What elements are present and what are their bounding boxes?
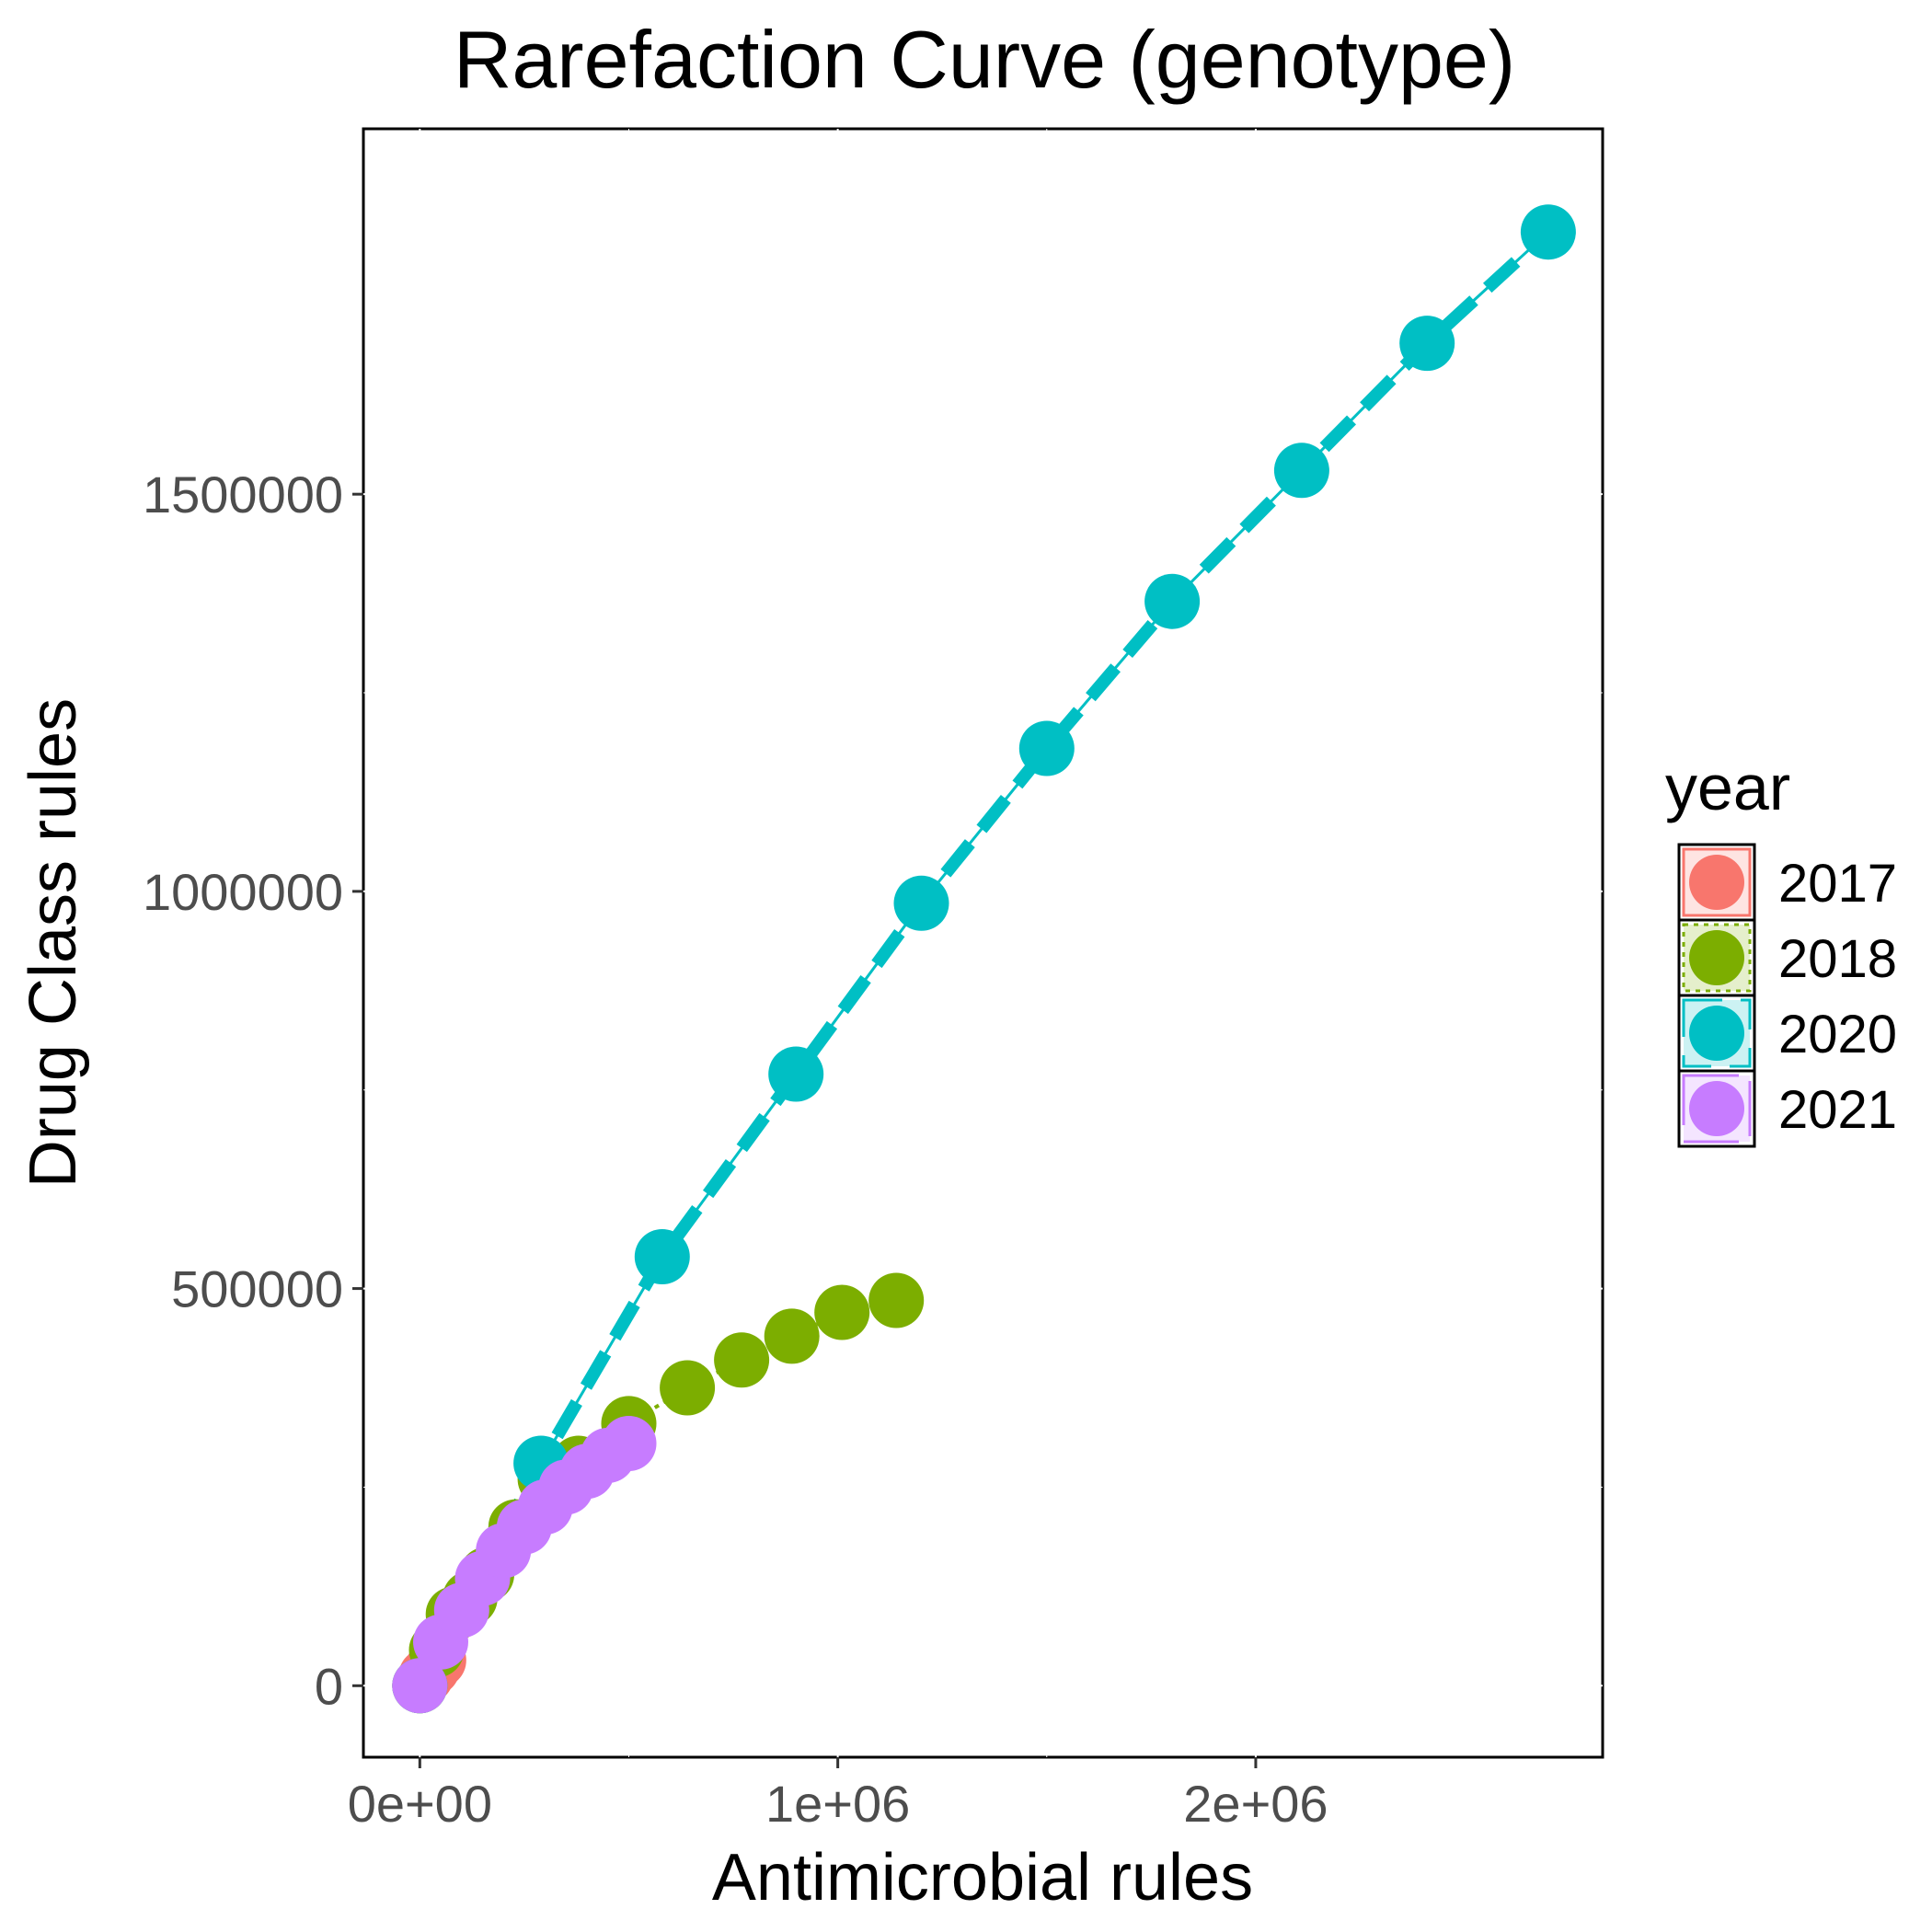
legend-key-2018 [1677, 918, 1756, 997]
legend-key-point [1689, 1006, 1744, 1061]
series-points [392, 204, 1576, 1714]
data-point-2020 [893, 875, 949, 931]
x-tick-label: 0e+00 [348, 1775, 492, 1833]
chart-title: Rarefaction Curve (genotype) [454, 14, 1515, 105]
x-axis-ticks: 0e+00 1e+06 2e+06 [348, 1757, 1328, 1833]
data-point-2021 [601, 1416, 657, 1471]
legend-key-point [1689, 1081, 1744, 1136]
data-point-2020 [1144, 573, 1201, 629]
data-point-2018 [764, 1308, 820, 1364]
data-point-2018 [868, 1272, 925, 1328]
data-point-2018 [660, 1360, 716, 1416]
data-point-2020 [634, 1229, 690, 1284]
legend-label-2018: 2018 [1778, 929, 1897, 989]
legend-key-2021 [1677, 1069, 1756, 1148]
y-tick-label: 500000 [171, 1260, 343, 1318]
data-point-2021 [392, 1658, 448, 1714]
data-point-2020 [768, 1046, 824, 1102]
y-tick-label: 1000000 [143, 863, 343, 921]
y-axis-label: Drug Class rules [17, 698, 90, 1188]
y-tick-label: 0 [315, 1657, 343, 1715]
series-line-core-2020 [418, 231, 1549, 1687]
legend-key-2020 [1677, 994, 1756, 1073]
data-point-2020 [1018, 720, 1075, 776]
legend-label-2017: 2017 [1778, 854, 1897, 914]
legend-key-point [1689, 855, 1744, 910]
data-point-2020 [1399, 316, 1455, 372]
legend: year 2017 2018 2020 2021 [1665, 752, 1897, 1148]
y-tick-label: 1500000 [143, 466, 343, 523]
data-point-2020 [1520, 204, 1576, 260]
x-tick-label: 2e+06 [1183, 1775, 1328, 1833]
x-tick-label: 1e+06 [765, 1775, 910, 1833]
legend-label-2020: 2020 [1778, 1005, 1897, 1064]
legend-title: year [1665, 752, 1790, 823]
data-point-2018 [814, 1284, 870, 1340]
legend-keys: 2017 2018 2020 2021 [1677, 843, 1897, 1148]
x-axis-label: Antimicrobial rules [712, 1841, 1253, 1915]
legend-key-2017 [1677, 843, 1756, 922]
data-point-2020 [1273, 443, 1329, 499]
legend-label-2021: 2021 [1778, 1080, 1897, 1140]
data-point-2018 [714, 1332, 770, 1388]
y-axis-ticks: 0 500000 1000000 1500000 [143, 466, 363, 1715]
legend-key-point [1689, 930, 1744, 985]
